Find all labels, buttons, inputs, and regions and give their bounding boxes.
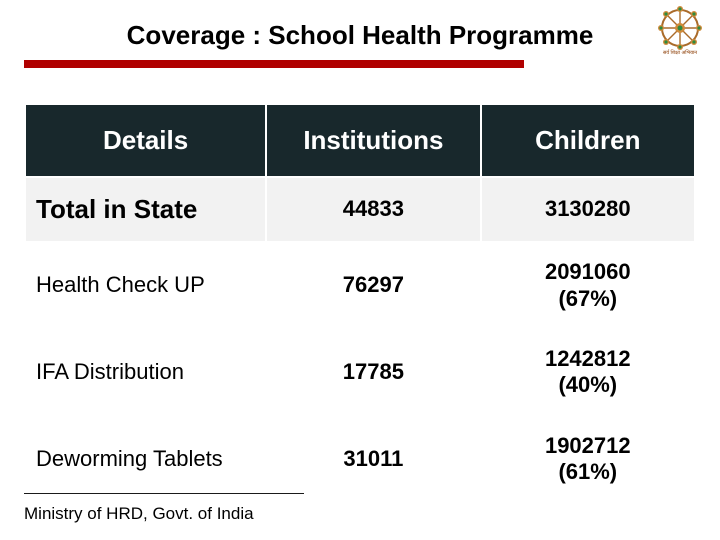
title-rule: [24, 60, 524, 68]
table-header-row: Details Institutions Children: [25, 104, 695, 177]
col-details: Details: [25, 104, 266, 177]
row-institutions: 17785: [266, 329, 480, 416]
footer-rule: [24, 493, 304, 494]
program-logo: सर्व शिक्षा अभियान: [650, 6, 710, 66]
row-institutions: 76297: [266, 242, 480, 329]
children-pct: (67%): [490, 286, 686, 312]
children-value: 2091060: [545, 259, 631, 284]
table-row: Deworming Tablets 31011 1902712 (61%): [25, 416, 695, 503]
table-row: IFA Distribution 17785 1242812 (40%): [25, 329, 695, 416]
children-value: 1902712: [545, 433, 631, 458]
logo-wheel-icon: [658, 6, 702, 50]
table-row: Health Check UP 76297 2091060 (67%): [25, 242, 695, 329]
row-institutions: 44833: [266, 177, 480, 242]
footer-text: Ministry of HRD, Govt. of India: [24, 504, 254, 524]
row-children: 3130280: [481, 177, 695, 242]
row-children: 1902712 (61%): [481, 416, 695, 503]
col-children: Children: [481, 104, 695, 177]
table-row: Total in State 44833 3130280: [25, 177, 695, 242]
row-children: 1242812 (40%): [481, 329, 695, 416]
col-institutions: Institutions: [266, 104, 480, 177]
row-label: Health Check UP: [25, 242, 266, 329]
logo-caption: सर्व शिक्षा अभियान: [663, 51, 697, 56]
children-value: 3130280: [545, 196, 631, 221]
row-label: Deworming Tablets: [25, 416, 266, 503]
slide: सर्व शिक्षा अभियान Coverage : School Hea…: [0, 0, 720, 540]
row-children: 2091060 (67%): [481, 242, 695, 329]
children-pct: (40%): [490, 372, 686, 398]
row-label: IFA Distribution: [25, 329, 266, 416]
children-pct: (61%): [490, 459, 686, 485]
coverage-table: Details Institutions Children Total in S…: [24, 103, 696, 504]
row-label: Total in State: [25, 177, 266, 242]
children-value: 1242812: [545, 346, 631, 371]
page-title: Coverage : School Health Programme: [24, 18, 696, 61]
row-institutions: 31011: [266, 416, 480, 503]
